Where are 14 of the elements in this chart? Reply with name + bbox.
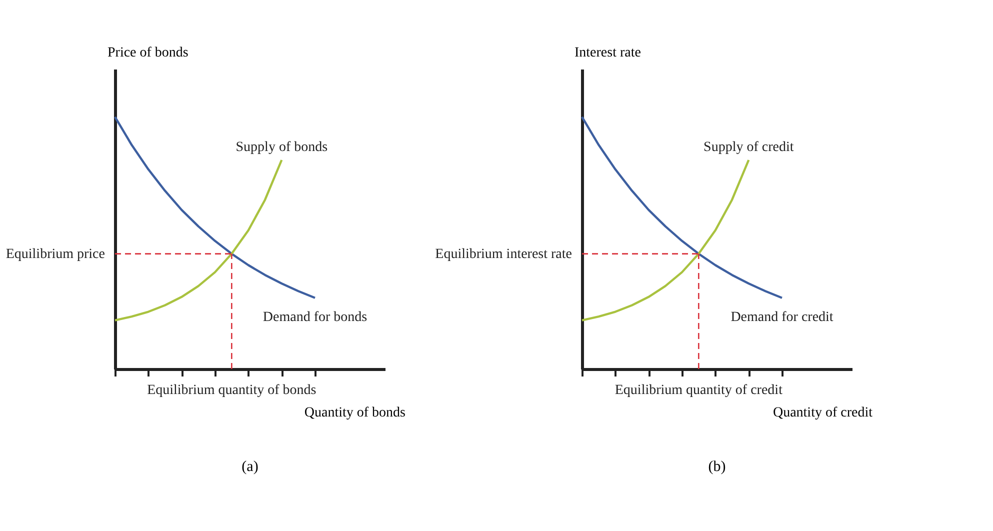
text: Equilibrium quantity of credit [614, 383, 783, 398]
text: (b) [708, 459, 726, 475]
x-axis-title: Quantity of credit [772, 406, 873, 420]
x-axis-title: Quantity of bonds [304, 406, 406, 420]
series-label: Supply of credit [704, 140, 794, 156]
ref-line-label: Equilibrium interest rate [435, 246, 572, 262]
series-label: Demand for credit [730, 310, 834, 325]
text: Equilibrium quantity of bonds [147, 383, 316, 398]
y-axis-title: Price of bonds [108, 46, 188, 60]
text: (a) [242, 459, 258, 475]
y-axis-title: Interest rate [574, 46, 641, 60]
series-label: Supply of bonds [236, 140, 328, 156]
series-label: Demand for bonds [262, 310, 368, 325]
ref-line-label: Equilibrium price [6, 246, 105, 262]
